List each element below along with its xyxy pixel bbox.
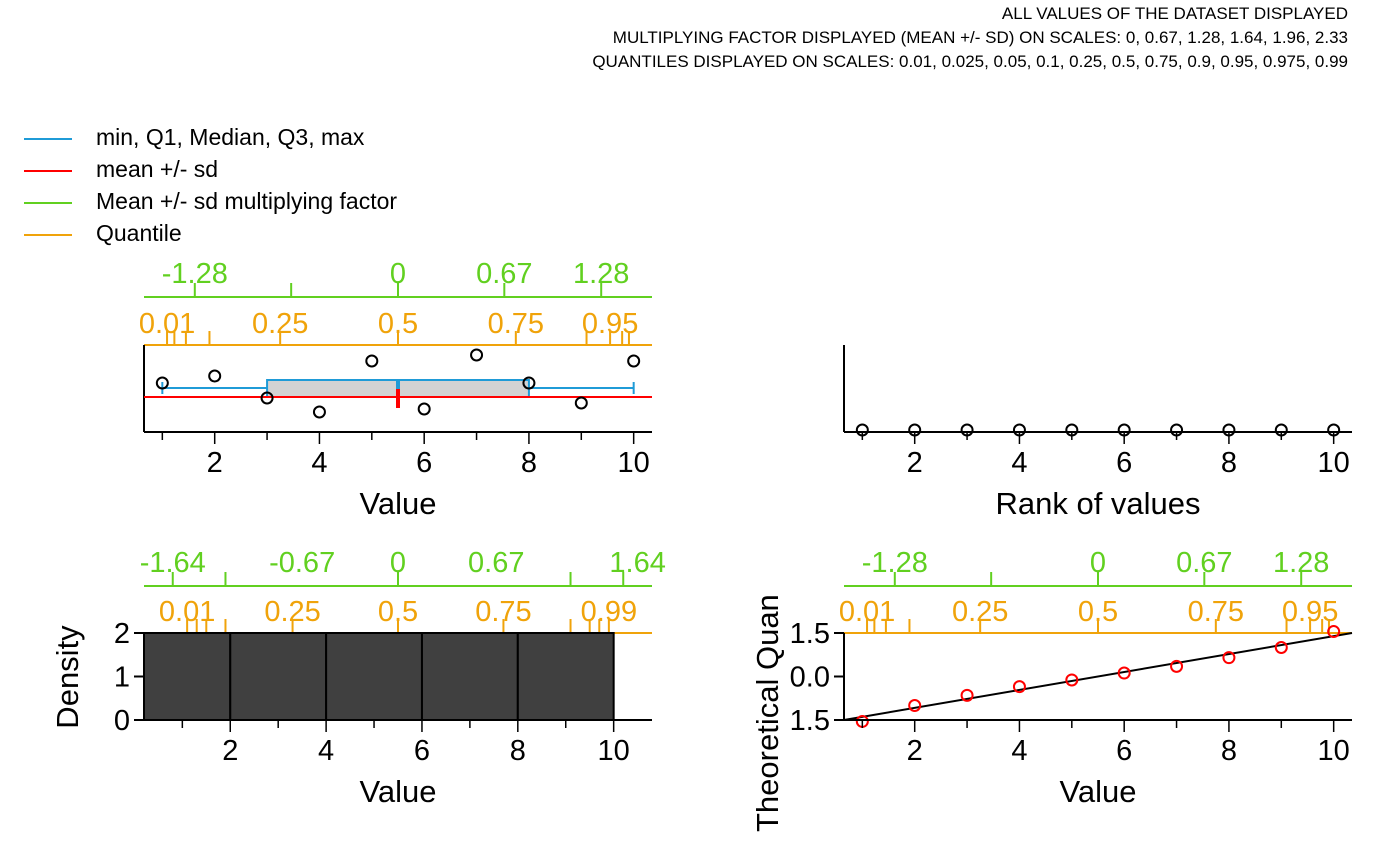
panel4-x-axis-title: Value — [1060, 774, 1137, 809]
panel3-quantile-tick-label: 0.75 — [475, 596, 531, 628]
panel4-quantile-tick-label: 0.5 — [1078, 596, 1118, 628]
panel4-y-axis-title: Theoretical Quan — [750, 594, 785, 832]
panel3-y-tick-label: 2 — [114, 618, 130, 650]
header-line-1: ALL VALUES OF THE DATASET DISPLAYED — [1001, 4, 1348, 23]
panel4-quantile-tick-label: 0.95 — [1282, 596, 1338, 628]
panel4-y-title-group: Theoretical Quan — [750, 594, 785, 832]
panel1-data-point — [260, 391, 274, 405]
panel3-y-tick-label: 0 — [114, 705, 130, 737]
panel4-y-tick-label: 1.5 — [790, 618, 830, 650]
panel1-x-tick-label: 6 — [416, 447, 432, 479]
panel3-sd-tick-label: -1.64 — [140, 547, 206, 579]
panel3-quantile-tick-label: 0.99 — [581, 596, 637, 628]
panel1-quantile-tick-label: 0.95 — [582, 308, 638, 340]
panel3-x-tick-label: 10 — [598, 735, 630, 767]
panel3-quantile-tick-label: 0.01 — [159, 596, 215, 628]
panel4-quantile-tick-label: 0.01 — [839, 596, 895, 628]
panel1-data-point — [470, 348, 484, 362]
panel3-sd-tick-label: -0.67 — [269, 547, 335, 579]
panel1-x-tick-label: 2 — [207, 447, 223, 479]
panel2-x-tick-label: 4 — [1011, 447, 1027, 479]
panel1-data-point — [627, 354, 641, 368]
panel3-sd-tick-label: 0.67 — [468, 547, 524, 579]
panel2-x-axis-title: Rank of values — [995, 486, 1200, 521]
panel2-x-tick-label: 2 — [907, 447, 923, 479]
panel4-data-point — [1222, 651, 1236, 665]
panel3-y-axis-title: Density — [50, 625, 85, 729]
panel4-quantile-tick-label: 0.25 — [952, 596, 1008, 628]
panel3-y-tick-label: 1 — [114, 662, 130, 694]
panel3-x-tick-label: 8 — [510, 735, 526, 767]
panel4-x-tick-label: 10 — [1318, 735, 1350, 767]
legend-swatch-mean — [24, 170, 72, 172]
panel3-x-tick-label: 4 — [318, 735, 334, 767]
legend-swatch-box — [24, 138, 72, 140]
panel4-data-point — [1117, 666, 1131, 680]
panel3-quantile-tick-label: 0.25 — [264, 596, 320, 628]
panel1-quantile-tick-label: 0.5 — [378, 308, 418, 340]
panel1-data-point — [417, 402, 431, 416]
panel1-quantile-tick-label: 0.01 — [139, 308, 195, 340]
panel4-data-point — [1327, 625, 1341, 639]
legend-label-sd-factor: Mean +/- sd multiplying factor — [96, 188, 398, 214]
panel1-data-point — [208, 369, 222, 383]
panel3-quantile-tick-label: 0.5 — [378, 596, 418, 628]
panel4-sd-tick-label: 0.67 — [1176, 547, 1232, 579]
panel3-sd-tick-label: 0 — [390, 547, 406, 579]
panel3-histogram-bar — [229, 632, 328, 721]
panel1-data-point — [155, 376, 169, 390]
panel1-data-point — [312, 405, 326, 419]
panel1-x-tick-label: 4 — [311, 447, 327, 479]
panel3-histogram-bar — [516, 632, 615, 721]
panel3-histogram-bar — [325, 632, 423, 721]
header-line-3: QUANTILES DISPLAYED ON SCALES: 0.01, 0.0… — [592, 52, 1348, 71]
panel4-y-tick-label: 0.0 — [790, 662, 830, 694]
legend-label-quantile: Quantile — [96, 220, 182, 246]
panel1-sd-tick-label: 1.28 — [573, 258, 629, 290]
panel1-sd-tick-label: -1.28 — [162, 258, 228, 290]
panel4-y-tick-label: 1.5 — [790, 705, 830, 737]
panel4-x-tick-label: 4 — [1011, 735, 1027, 767]
panel2-x-tick-label: 8 — [1221, 447, 1237, 479]
panel3-x-axis-title: Value — [360, 774, 437, 809]
panel4-x-tick-label: 6 — [1116, 735, 1132, 767]
panel4-data-point — [1012, 680, 1026, 694]
panel4-data-point — [1065, 673, 1079, 687]
panel3-histogram-bar — [420, 632, 519, 721]
panel3-histogram-bar — [143, 632, 232, 721]
panel4-quantile-tick-label: 0.75 — [1188, 596, 1244, 628]
panel4-sd-tick-label: -1.28 — [862, 547, 928, 579]
panel4-x-tick-label: 8 — [1221, 735, 1237, 767]
panel1-data-point — [522, 376, 536, 390]
panel4-sd-tick-label: 0 — [1090, 547, 1106, 579]
panel3-x-tick-label: 6 — [414, 735, 430, 767]
header-line-2: MULTIPLYING FACTOR DISPLAYED (MEAN +/- S… — [612, 28, 1348, 47]
panel1-x-tick-label: 10 — [618, 447, 650, 479]
panel1-quantile-tick-label: 0.75 — [488, 308, 544, 340]
legend-swatch-sd-factor — [24, 202, 72, 204]
legend-swatch-quantile — [24, 234, 72, 236]
panel1-sd-tick-label: 0.67 — [476, 258, 532, 290]
panel4-data-point — [908, 699, 922, 712]
panel4-data-point — [1170, 659, 1184, 673]
panel2-x-tick-label: 10 — [1318, 447, 1350, 479]
legend-label-mean: mean +/- sd — [96, 156, 219, 182]
legend-label-box: min, Q1, Median, Q3, max — [96, 124, 365, 150]
panel3-x-tick-label: 2 — [222, 735, 238, 767]
panel1-sd-tick-label: 0 — [390, 258, 406, 290]
panel4-sd-tick-label: 1.28 — [1273, 547, 1329, 579]
panel4-x-tick-label: 2 — [907, 735, 923, 767]
panel4-reference-line — [843, 632, 1353, 721]
panel4-data-point — [960, 688, 974, 702]
panel1-x-tick-label: 8 — [521, 447, 537, 479]
panel2-x-tick-label: 6 — [1116, 447, 1132, 479]
panel1-data-point — [574, 396, 588, 410]
panel4-data-point — [1274, 641, 1288, 654]
panel1-data-point — [365, 354, 379, 368]
panel1-x-axis-title: Value — [360, 486, 437, 521]
panel1-quantile-tick-label: 0.25 — [252, 308, 308, 340]
panel3-sd-tick-label: 1.64 — [609, 547, 665, 579]
